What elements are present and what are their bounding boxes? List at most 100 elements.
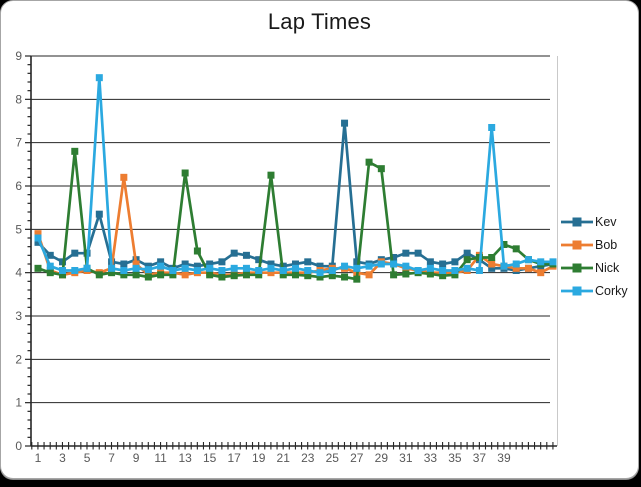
- marker-corky: [132, 264, 140, 272]
- marker-nick: [120, 271, 128, 279]
- marker-nick: [95, 271, 103, 279]
- marker-corky: [353, 264, 361, 272]
- marker-nick: [341, 273, 349, 281]
- marker-kev: [451, 258, 459, 266]
- marker-corky: [304, 267, 312, 274]
- marker-corky: [341, 262, 349, 270]
- x-tick-label: 23: [301, 451, 315, 465]
- marker-corky: [488, 124, 496, 131]
- series-line-bob: [36, 175, 555, 277]
- marker-corky: [377, 260, 385, 268]
- marker-nick: [169, 271, 177, 279]
- legend-line-marker-icon: [561, 217, 593, 227]
- marker-bob: [524, 264, 532, 272]
- marker-nick: [279, 271, 287, 279]
- marker-kev: [488, 264, 496, 272]
- y-tick-label: 4: [15, 266, 22, 280]
- marker-kev: [157, 258, 165, 266]
- marker-corky: [414, 267, 422, 274]
- marker-kev: [230, 249, 238, 257]
- marker-corky: [267, 264, 275, 272]
- marker-kev: [34, 238, 42, 246]
- x-tick-label: 29: [375, 451, 389, 465]
- marker-corky: [316, 269, 324, 277]
- marker-kev: [292, 260, 299, 268]
- marker-kev: [390, 254, 398, 261]
- legend-line-marker-icon: [561, 286, 593, 296]
- marker-nick: [451, 271, 459, 279]
- marker-bob: [120, 173, 128, 181]
- marker-nick: [71, 147, 79, 155]
- marker-nick: [488, 254, 496, 261]
- x-tick-label: 39: [497, 451, 511, 465]
- x-tick-label: 17: [228, 451, 242, 465]
- x-tick-label: 11: [154, 451, 167, 465]
- marker-nick: [402, 270, 410, 278]
- x-tick-label: 3: [59, 451, 66, 465]
- legend-label: Kev: [595, 215, 617, 229]
- legend-line-marker-icon: [561, 263, 593, 273]
- marker-kev: [414, 249, 422, 257]
- marker-corky: [292, 264, 299, 272]
- marker-corky: [193, 267, 201, 274]
- marker-corky: [463, 264, 471, 272]
- legend-item-nick: Nick: [561, 261, 628, 275]
- marker-kev: [71, 249, 79, 257]
- marker-corky: [95, 74, 103, 82]
- marker-corky: [390, 260, 398, 268]
- y-tick-label: 9: [15, 49, 22, 63]
- y-tick-label: 7: [15, 136, 22, 150]
- x-tick-label: 13: [178, 451, 192, 465]
- marker-corky: [120, 267, 128, 274]
- legend-label: Corky: [595, 284, 628, 298]
- marker-corky: [549, 258, 557, 266]
- marker-corky: [328, 267, 336, 274]
- marker-kev: [402, 249, 410, 257]
- marker-kev: [206, 260, 214, 268]
- marker-corky: [169, 267, 177, 274]
- marker-corky: [402, 262, 410, 270]
- marker-corky: [439, 267, 447, 274]
- x-tick-label: 33: [424, 451, 438, 465]
- marker-nick: [59, 271, 67, 279]
- marker-nick: [206, 271, 214, 279]
- legend-line-marker-icon: [561, 240, 593, 250]
- marker-nick: [292, 271, 299, 279]
- marker-nick: [512, 245, 520, 253]
- marker-corky: [218, 267, 226, 274]
- marker-kev: [218, 258, 226, 266]
- marker-nick: [144, 273, 152, 281]
- x-tick-label: 9: [133, 451, 140, 465]
- marker-bob: [365, 271, 373, 279]
- marker-kev: [46, 251, 54, 259]
- x-tick-label: 5: [84, 451, 91, 465]
- marker-corky: [512, 260, 520, 268]
- marker-kev: [341, 119, 349, 127]
- marker-corky: [83, 264, 91, 272]
- marker-nick: [426, 270, 434, 278]
- legend-item-bob: Bob: [561, 238, 628, 252]
- marker-corky: [230, 264, 238, 272]
- marker-kev: [193, 262, 201, 270]
- marker-corky: [181, 264, 189, 272]
- marker-corky: [255, 267, 263, 274]
- marker-bob: [34, 230, 42, 238]
- marker-nick: [377, 165, 385, 173]
- x-tick-label: 35: [448, 451, 462, 465]
- marker-kev: [463, 249, 471, 257]
- marker-nick: [46, 269, 54, 277]
- legend-item-kev: Kev: [561, 215, 628, 229]
- legend-label: Bob: [595, 238, 618, 252]
- marker-kev: [255, 256, 263, 264]
- marker-corky: [34, 234, 42, 242]
- marker-corky: [451, 267, 459, 274]
- marker-corky: [108, 264, 116, 272]
- marker-bob: [512, 264, 520, 272]
- marker-nick: [157, 271, 165, 279]
- marker-nick: [193, 247, 201, 255]
- marker-kev: [95, 210, 103, 218]
- marker-kev: [267, 260, 275, 268]
- marker-corky: [475, 267, 483, 274]
- marker-nick: [304, 272, 312, 280]
